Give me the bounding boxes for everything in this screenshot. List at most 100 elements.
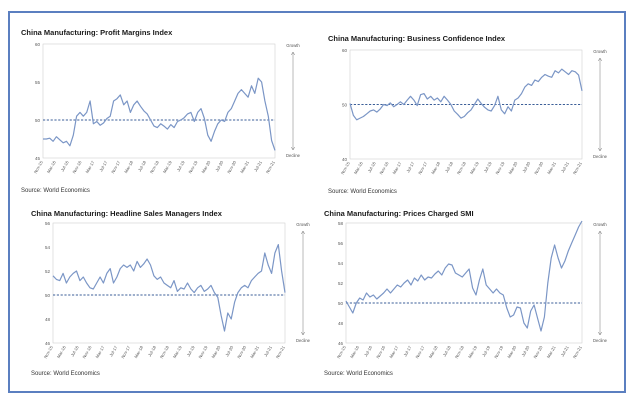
x-tick-label: Jul-16 — [60, 159, 70, 172]
x-tick-label: Jul-19 — [483, 160, 493, 173]
x-tick-label: Nov-18 — [159, 344, 170, 359]
x-tick-label: Jul-17 — [98, 159, 108, 172]
x-tick-label: Mar-21 — [546, 160, 557, 175]
x-tick-label: Jul-18 — [444, 160, 454, 173]
chart-title: China Manufacturing: Business Confidence… — [328, 34, 506, 43]
chart-source: Source: World Economics — [21, 188, 90, 194]
arrow-up-icon — [290, 51, 296, 56]
x-tick-label: Nov-15 — [33, 159, 44, 174]
growth-label: Growth — [593, 49, 607, 54]
y-tick-label: 40 — [342, 157, 348, 162]
y-tick-label: 54 — [45, 245, 51, 250]
x-tick-label: Nov-19 — [197, 344, 208, 359]
x-tick-label: Jul-17 — [405, 160, 415, 173]
headline-sales-panel: China Manufacturing: Headline Sales Mana… — [31, 209, 321, 381]
x-tick-label: Mar-17 — [391, 160, 402, 175]
x-tick-label: Mar-20 — [200, 159, 211, 174]
x-tick-label: Jul-20 — [520, 344, 530, 357]
x-tick-label: Mar-21 — [239, 159, 250, 174]
y-tick-label: 46 — [45, 341, 51, 346]
y-tick-label: 60 — [342, 48, 348, 53]
growth-label: Growth — [593, 222, 607, 227]
x-tick-label: Jul-19 — [481, 344, 491, 357]
x-tick-label: Nov-18 — [454, 344, 465, 359]
x-tick-label: Mar-20 — [210, 344, 221, 359]
y-tick-label: 60 — [35, 42, 41, 47]
chart-source: Source: World Economics — [324, 371, 393, 377]
x-tick-label: Jul-20 — [224, 344, 234, 357]
x-tick-label: Nov-17 — [417, 160, 428, 175]
x-tick-label: Nov-16 — [378, 160, 389, 175]
x-tick-label: Mar-16 — [349, 344, 360, 359]
x-tick-label: Mar-17 — [94, 344, 105, 359]
x-tick-label: Mar-19 — [172, 344, 183, 359]
y-tick-label: 58 — [338, 221, 344, 226]
x-tick-label: Mar-20 — [507, 160, 518, 175]
plot-area — [52, 222, 286, 344]
chart-title: China Manufacturing: Headline Sales Mana… — [31, 209, 222, 218]
x-tick-label: Mar-18 — [430, 160, 441, 175]
x-tick-label: Nov-15 — [43, 344, 54, 359]
x-tick-label: Mar-16 — [56, 344, 67, 359]
growth-label: Growth — [286, 43, 300, 48]
y-tick-label: 56 — [338, 241, 344, 246]
x-tick-label: Jul-20 — [521, 160, 531, 173]
x-tick-label: Nov-18 — [456, 160, 467, 175]
y-tick-label: 50 — [338, 301, 344, 306]
prices-charged-panel: China Manufacturing: Prices Charged SMI … — [324, 209, 618, 381]
x-tick-label: Jul-18 — [442, 344, 452, 357]
x-tick-label: Jul-16 — [367, 160, 377, 173]
y-tick-label: 48 — [338, 321, 344, 326]
arrow-up-icon — [597, 57, 603, 62]
x-tick-label: Jul-18 — [147, 344, 157, 357]
series-line — [52, 244, 286, 332]
y-tick-label: 54 — [338, 261, 344, 266]
growth-label: Growth — [296, 222, 310, 227]
x-tick-label: Nov-20 — [533, 160, 544, 175]
x-tick-label: Jul-21 — [253, 159, 263, 172]
x-tick-label: Mar-21 — [546, 344, 557, 359]
x-tick-label: Jul-16 — [363, 344, 373, 357]
plot-area — [42, 43, 276, 159]
x-tick-label: Jul-21 — [263, 344, 273, 357]
x-tick-label: Jul-16 — [70, 344, 80, 357]
series-line — [349, 68, 583, 121]
x-tick-label: Mar-19 — [162, 159, 173, 174]
y-tick-label: 45 — [35, 156, 41, 161]
chart-title: China Manufacturing: Profit Margins Inde… — [21, 28, 173, 37]
x-tick-label: Nov-21 — [265, 159, 276, 174]
x-tick-label: Mar-16 — [353, 160, 364, 175]
x-tick-label: Nov-17 — [110, 159, 121, 174]
y-tick-label: 52 — [338, 281, 344, 286]
x-tick-label: Nov-17 — [414, 344, 425, 359]
x-tick-label: Nov-20 — [226, 159, 237, 174]
x-tick-label: Nov-21 — [275, 344, 286, 359]
x-tick-label: Nov-20 — [236, 344, 247, 359]
chart-source: Source: World Economics — [328, 189, 397, 195]
series-line — [345, 220, 583, 332]
x-tick-label: Jul-17 — [402, 344, 412, 357]
decline-label: Decline — [286, 153, 301, 158]
x-tick-label: Mar-20 — [506, 344, 517, 359]
decline-label: Decline — [593, 338, 608, 343]
x-tick-label: Jul-20 — [214, 159, 224, 172]
x-tick-label: Mar-17 — [84, 159, 95, 174]
x-tick-label: Mar-21 — [249, 344, 260, 359]
x-tick-label: Nov-19 — [494, 160, 505, 175]
x-tick-label: Nov-21 — [572, 160, 583, 175]
x-tick-label: Nov-17 — [120, 344, 131, 359]
arrow-up-icon — [300, 230, 306, 235]
y-tick-label: 50 — [45, 293, 51, 298]
x-tick-label: Nov-16 — [81, 344, 92, 359]
series-line — [43, 77, 276, 151]
x-tick-label: Jul-21 — [560, 344, 570, 357]
x-tick-label: Jul-19 — [186, 344, 196, 357]
x-tick-label: Mar-19 — [467, 344, 478, 359]
x-tick-label: Nov-19 — [493, 344, 504, 359]
decline-label: Decline — [296, 338, 311, 343]
arrow-down-icon — [597, 331, 603, 336]
x-tick-label: Jul-17 — [108, 344, 118, 357]
x-tick-label: Nov-21 — [572, 344, 583, 359]
